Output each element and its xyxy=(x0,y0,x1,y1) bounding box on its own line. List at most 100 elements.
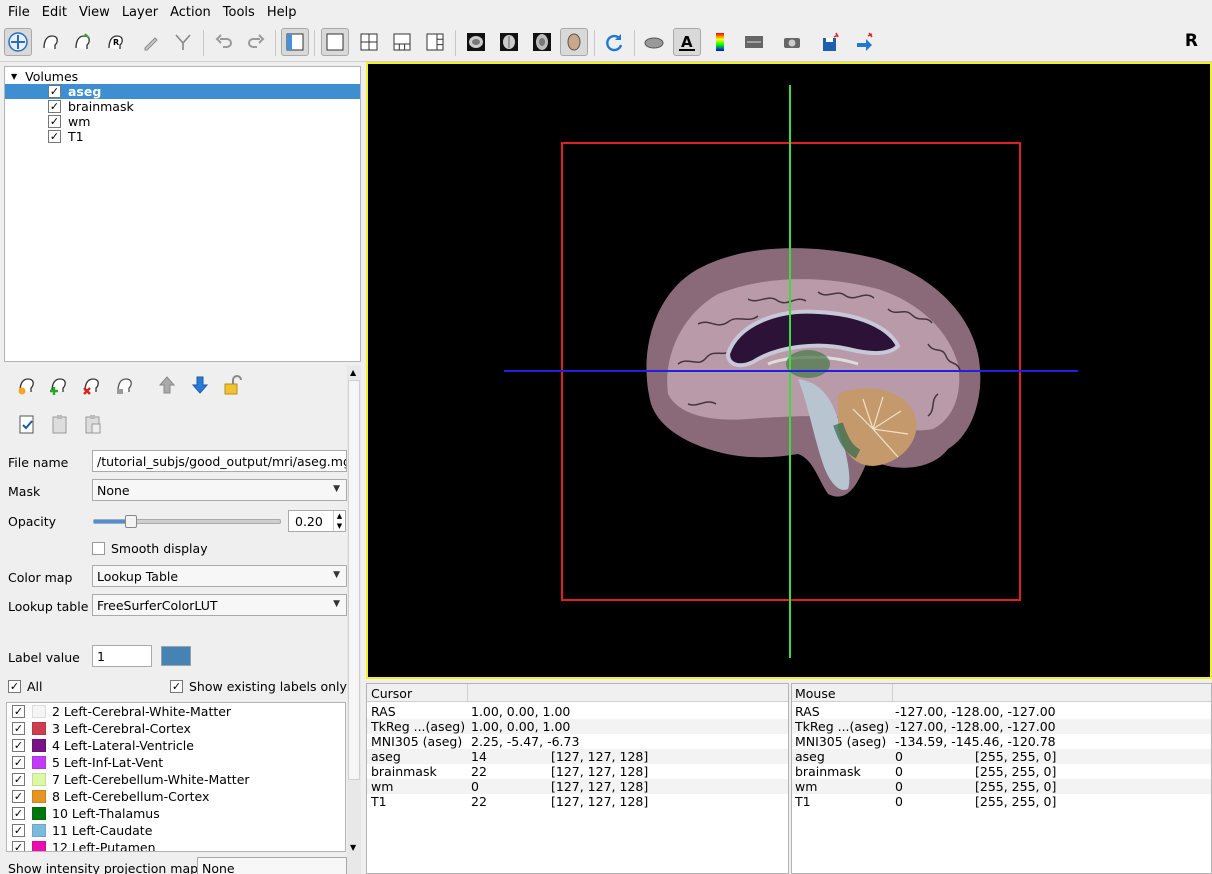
scroll-down-icon[interactable]: ▼ xyxy=(350,843,357,852)
point-set-edit-button[interactable] xyxy=(137,28,165,56)
menu-help[interactable]: Help xyxy=(266,4,297,20)
layer-visibility-checkbox[interactable]: ✓ xyxy=(48,85,61,98)
snapshot-button[interactable] xyxy=(778,28,806,56)
info-row-value[interactable]: 1.00, 0.00, 1.00 xyxy=(471,719,571,734)
label-list-item[interactable]: ✓ 3 Left-Cerebral-Cortex xyxy=(7,720,191,737)
info-row-value[interactable]: 0 xyxy=(895,764,903,779)
save-volume-button[interactable] xyxy=(112,372,138,398)
label-list-item[interactable]: ✓ 7 Left-Cerebellum-White-Matter xyxy=(7,771,250,788)
redo-button[interactable] xyxy=(242,28,270,56)
info-row-value[interactable]: -134.59, -145.46, -120.78 xyxy=(895,734,1056,749)
label-checkbox[interactable]: ✓ xyxy=(12,790,25,803)
layer-item-brainmask[interactable]: ✓ brainmask xyxy=(5,99,360,114)
layout-1x3-vertical-button[interactable] xyxy=(421,28,449,56)
new-volume-button[interactable] xyxy=(46,372,72,398)
info-row-value[interactable]: 0 xyxy=(895,779,903,794)
move-layer-down-button[interactable] xyxy=(187,372,213,398)
info-row-value[interactable]: 2.25, -5.47, -6.73 xyxy=(471,734,580,749)
scrollbar-thumb[interactable] xyxy=(348,380,360,780)
layout-1x1-button[interactable] xyxy=(321,28,349,56)
label-list-item[interactable]: ✓ 4 Left-Lateral-Ventricle xyxy=(7,737,194,754)
show-existing-labels-option[interactable]: ✓ Show existing labels only xyxy=(170,679,347,694)
info-row-value[interactable]: 0 xyxy=(471,779,479,794)
label-color-swatch[interactable] xyxy=(161,646,191,666)
label-checkbox[interactable]: ✓ xyxy=(12,739,25,752)
scroll-up-icon[interactable]: ▲ xyxy=(350,368,357,377)
layer-item-aseg[interactable]: ✓ aseg xyxy=(5,84,360,99)
goto-point-button[interactable] xyxy=(851,28,879,56)
contour-tool-button[interactable] xyxy=(169,28,197,56)
menu-action[interactable]: Action xyxy=(170,4,211,20)
info-row-value[interactable]: 22 xyxy=(471,794,487,809)
mask-select[interactable]: None ▼ xyxy=(92,479,347,501)
label-checkbox[interactable]: ✓ xyxy=(12,773,25,786)
smooth-display-option[interactable]: Smooth display xyxy=(92,541,208,556)
label-list-item[interactable]: ✓ 12 Left-Putamen xyxy=(7,839,156,852)
info-row-value[interactable]: -127.00, -128.00, -127.00 xyxy=(895,719,1056,734)
label-checkbox[interactable]: ✓ xyxy=(12,824,25,837)
axial-view-button[interactable] xyxy=(528,28,556,56)
info-row-value[interactable]: 1.00, 0.00, 1.00 xyxy=(471,704,571,719)
layer-item-wm[interactable]: ✓ wm xyxy=(5,114,360,129)
save-point-button[interactable] xyxy=(817,28,845,56)
show-existing-labels-checkbox[interactable]: ✓ xyxy=(170,680,183,693)
toggle-color-bar-button[interactable] xyxy=(706,28,734,56)
info-row-value[interactable]: 0 xyxy=(895,749,903,764)
label-checkbox[interactable]: ✓ xyxy=(12,841,25,852)
toggle-control-panel-button[interactable] xyxy=(281,28,309,56)
info-row-value[interactable]: 0 xyxy=(895,794,903,809)
menu-layer[interactable]: Layer xyxy=(121,4,159,20)
info-row-value[interactable]: 22 xyxy=(471,764,487,779)
voxel-edit-button[interactable] xyxy=(36,28,64,56)
label-list-item[interactable]: ✓ 5 Left-Inf-Lat-Vent xyxy=(7,754,163,771)
recon-edit-button[interactable] xyxy=(68,28,96,56)
file-name-field[interactable]: /tutorial_subjs/good_output/mri/aseg.mgz xyxy=(92,450,347,472)
label-checkbox[interactable]: ✓ xyxy=(12,756,25,769)
sagittal-view-button[interactable] xyxy=(462,28,490,56)
projection-map-select[interactable]: None xyxy=(197,857,347,874)
all-checkbox[interactable]: ✓ xyxy=(8,680,21,693)
undo-button[interactable] xyxy=(210,28,238,56)
menu-view[interactable]: View xyxy=(78,4,110,20)
label-list-item[interactable]: ✓ 11 Left-Caudate xyxy=(7,822,152,839)
layer-visibility-checkbox[interactable]: ✓ xyxy=(48,130,61,143)
expand-arrow-icon[interactable]: ▼ xyxy=(11,72,18,81)
properties-scrollbar[interactable]: ▲ ▼ xyxy=(347,366,361,874)
close-volume-button[interactable] xyxy=(79,372,105,398)
opacity-slider-handle[interactable] xyxy=(125,515,138,528)
render-view-sagittal[interactable] xyxy=(366,62,1212,679)
load-volume-button[interactable] xyxy=(14,372,40,398)
reset-view-button[interactable] xyxy=(600,28,628,56)
layer-item-t1[interactable]: ✓ T1 xyxy=(5,129,360,144)
toggle-annotation-button[interactable]: A xyxy=(673,28,701,56)
menu-tools[interactable]: Tools xyxy=(222,4,255,20)
layout-1x3-button[interactable] xyxy=(388,28,416,56)
toggle-scalar-bar-button[interactable] xyxy=(740,28,768,56)
tree-root-volumes[interactable]: ▼ Volumes xyxy=(11,69,79,84)
layout-2x2-button[interactable] xyxy=(355,28,383,56)
label-checkbox[interactable]: ✓ xyxy=(12,722,25,735)
label-value-field[interactable]: 1 xyxy=(92,645,152,667)
layer-visibility-checkbox[interactable]: ✓ xyxy=(48,115,61,128)
show-info-button[interactable] xyxy=(14,411,40,437)
3d-view-button[interactable] xyxy=(560,28,588,56)
info-row-value[interactable]: 14 xyxy=(471,749,487,764)
roi-edit-button[interactable]: R xyxy=(101,28,129,56)
opacity-slider[interactable] xyxy=(93,515,281,528)
info-row-value[interactable]: -127.00, -128.00, -127.00 xyxy=(895,704,1056,719)
all-option[interactable]: ✓ All xyxy=(8,679,43,694)
copy-button[interactable] xyxy=(47,411,73,437)
show-surface-button[interactable] xyxy=(640,28,668,56)
menu-file[interactable]: File xyxy=(8,4,30,20)
coronal-view-button[interactable] xyxy=(495,28,523,56)
lookup-table-select[interactable]: FreeSurferColorLUT ▼ xyxy=(92,594,347,616)
label-list[interactable]: ✓ 2 Left-Cerebral-White-Matter ✓ 3 Left-Cer… xyxy=(6,702,346,852)
spin-arrows-icon[interactable]: ▲ ▼ xyxy=(333,511,345,531)
smooth-display-checkbox[interactable] xyxy=(92,542,105,555)
menu-edit[interactable]: Edit xyxy=(41,4,67,20)
opacity-spinbox[interactable]: 0.20 ▲ ▼ xyxy=(288,510,346,532)
label-checkbox[interactable]: ✓ xyxy=(12,807,25,820)
label-list-item[interactable]: ✓ 2 Left-Cerebral-White-Matter xyxy=(7,703,231,720)
color-map-select[interactable]: Lookup Table ▼ xyxy=(92,565,347,587)
label-list-item[interactable]: ✓ 10 Left-Thalamus xyxy=(7,805,160,822)
